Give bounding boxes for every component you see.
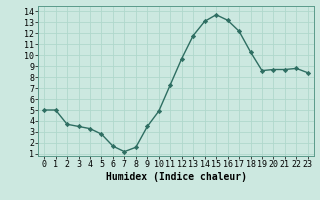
X-axis label: Humidex (Indice chaleur): Humidex (Indice chaleur) — [106, 172, 246, 182]
